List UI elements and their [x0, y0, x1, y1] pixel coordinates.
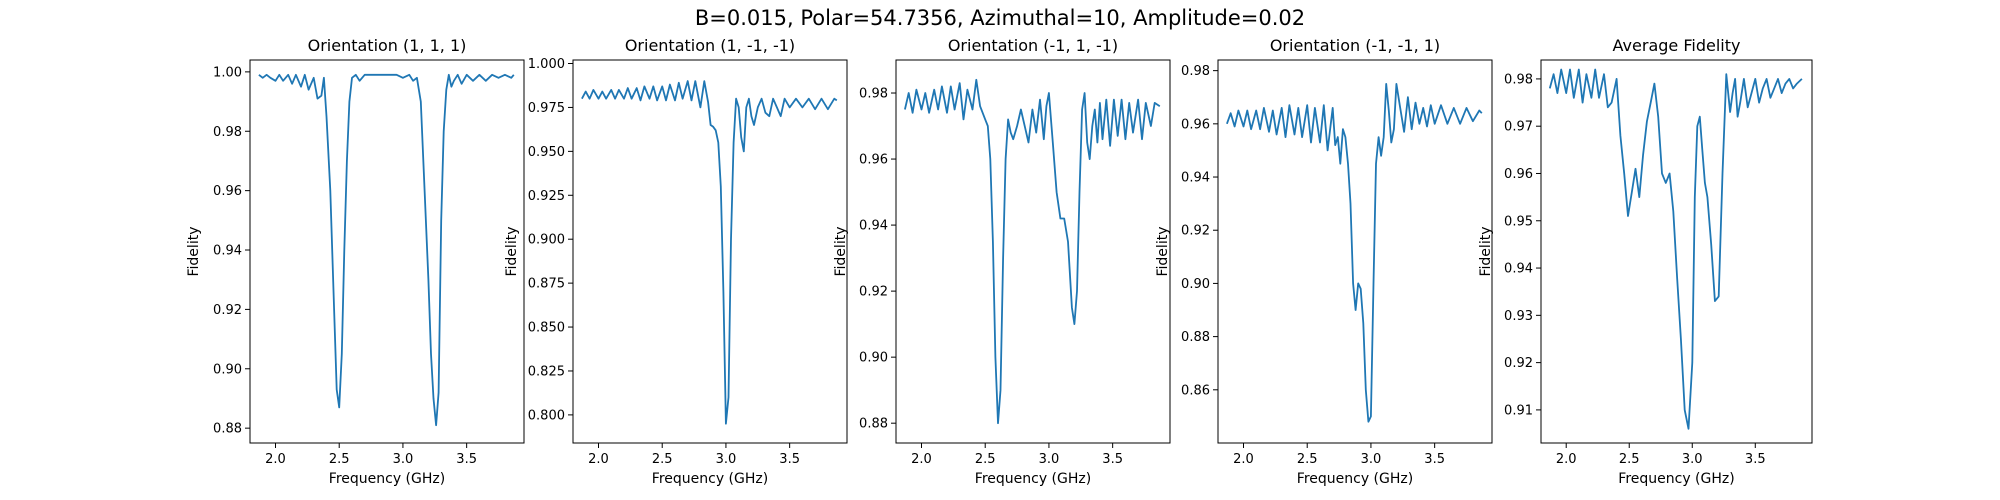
x-tick-label: 2.0: [1233, 452, 1254, 467]
y-tick-label: 0.94: [1504, 262, 1533, 277]
panel-title: Average Fidelity: [1613, 36, 1741, 55]
y-tick-label: 0.98: [1181, 64, 1210, 79]
x-tick-label: 2.0: [265, 452, 286, 467]
chart-panel-4: Orientation (-1, -1, 1) 2.0 2.5 3.0 3.5 0.86 0…: [1155, 36, 1493, 487]
y-tick-label: 0.92: [213, 303, 242, 318]
x-tick-label: 2.0: [1556, 452, 1577, 467]
axes-frame: [249, 59, 525, 444]
y-tick-label: 0.86: [1181, 383, 1210, 398]
x-tick-label: 3.0: [1039, 452, 1060, 467]
y-tick-label: 0.96: [859, 153, 888, 168]
y-tick-label: 0.96: [213, 184, 242, 199]
panel-title: Orientation (1, 1, 1): [308, 36, 467, 55]
x-tick-label: 2.0: [588, 452, 609, 467]
y-tick-label: 0.98: [213, 125, 242, 140]
y-tick-label: 0.97: [1504, 120, 1533, 135]
y-tick-label: 0.88: [213, 422, 242, 437]
fidelity-series-line: [1226, 83, 1483, 423]
x-axis-label: Frequency (GHz): [1618, 471, 1734, 487]
y-tick-label: 0.800: [528, 408, 565, 423]
y-tick-label: 0.90: [1181, 277, 1210, 292]
y-tick-label: 0.90: [859, 351, 888, 366]
y-tick-label: 0.94: [1181, 171, 1210, 186]
x-tick-label: 2.5: [652, 452, 673, 467]
chart-panel-1: Orientation (1, 1, 1) 2.0 2.5 3.0 3.5 0.88 0.9…: [186, 36, 525, 487]
chart-panel-2: Orientation (1, -1, -1) 2.0 2.5 3.0 3.5 0.800…: [504, 36, 848, 487]
y-tick-label: 0.92: [1504, 356, 1533, 371]
y-tick-label: 0.875: [528, 277, 565, 292]
chart-panel-3: Orientation (-1, 1, -1) 2.0 2.5 3.0 3.5 0.88 0…: [833, 36, 1171, 487]
x-tick-label: 2.5: [1619, 452, 1640, 467]
x-axis-label: Frequency (GHz): [975, 471, 1091, 487]
y-tick-label: 0.925: [528, 189, 565, 204]
fidelity-series-line: [904, 78, 1161, 425]
x-tick-label: 3.0: [1682, 452, 1703, 467]
y-tick-label: 0.825: [528, 364, 565, 379]
x-tick-label: 2.5: [975, 452, 996, 467]
y-tick-label: 0.950: [528, 145, 565, 160]
y-tick-label: 0.92: [1181, 224, 1210, 239]
panel-title: Orientation (1, -1, -1): [625, 36, 795, 55]
axes-frame: [572, 59, 848, 444]
x-tick-label: 2.0: [911, 452, 932, 467]
chart-panel-5: Average Fidelity 2.0 2.5 3.0 3.5 0.91 0.92 0.93…: [1478, 36, 1813, 487]
x-tick-label: 3.0: [393, 452, 414, 467]
y-tick-label: 0.95: [1504, 214, 1533, 229]
x-tick-label: 3.5: [779, 452, 800, 467]
x-tick-label: 3.5: [1745, 452, 1766, 467]
y-tick-label: 0.975: [528, 101, 565, 116]
x-tick-label: 3.5: [456, 452, 477, 467]
x-tick-label: 3.0: [1361, 452, 1382, 467]
x-tick-label: 3.5: [1424, 452, 1445, 467]
y-tick-label: 0.92: [859, 285, 888, 300]
y-tick-label: 1.000: [528, 57, 565, 72]
y-tick-label: 0.93: [1504, 309, 1533, 324]
x-tick-label: 3.5: [1102, 452, 1123, 467]
x-tick-label: 2.5: [1297, 452, 1318, 467]
y-tick-label: 0.90: [213, 362, 242, 377]
panel-title: Orientation (-1, -1, 1): [1270, 36, 1440, 55]
x-axis-label: Frequency (GHz): [1297, 471, 1413, 487]
y-axis-label: Fidelity: [833, 227, 849, 277]
x-axis-label: Frequency (GHz): [329, 471, 445, 487]
fidelity-series-line: [581, 80, 838, 425]
y-axis-label: Fidelity: [1478, 227, 1494, 277]
y-tick-label: 0.96: [1181, 117, 1210, 132]
y-axis-label: Fidelity: [1155, 227, 1171, 277]
fidelity-series-line: [258, 73, 515, 427]
y-tick-label: 0.94: [213, 244, 242, 259]
y-tick-label: 0.98: [859, 87, 888, 102]
axes-frame: [1540, 59, 1813, 444]
x-axis-label: Frequency (GHz): [652, 471, 768, 487]
y-tick-label: 0.88: [859, 417, 888, 432]
y-tick-label: 0.91: [1504, 403, 1533, 418]
y-tick-label: 0.94: [859, 219, 888, 234]
axes-frame: [1217, 59, 1493, 444]
y-tick-label: 0.96: [1504, 167, 1533, 182]
y-tick-label: 0.900: [528, 233, 565, 248]
y-axis-label: Fidelity: [504, 227, 520, 277]
x-tick-label: 2.5: [329, 452, 350, 467]
x-tick-label: 3.0: [716, 452, 737, 467]
panel-title: Orientation (-1, 1, -1): [948, 36, 1118, 55]
fidelity-series-line: [1548, 68, 1803, 430]
y-tick-label: 0.850: [528, 321, 565, 336]
y-tick-label: 1.00: [213, 65, 242, 80]
y-tick-label: 0.88: [1181, 330, 1210, 345]
y-axis-label: Fidelity: [186, 227, 202, 277]
figure-title: B=0.015, Polar=54.7356, Azimuthal=10, Am…: [694, 6, 1306, 30]
axes-frame: [895, 59, 1171, 444]
y-tick-label: 0.98: [1504, 72, 1533, 87]
